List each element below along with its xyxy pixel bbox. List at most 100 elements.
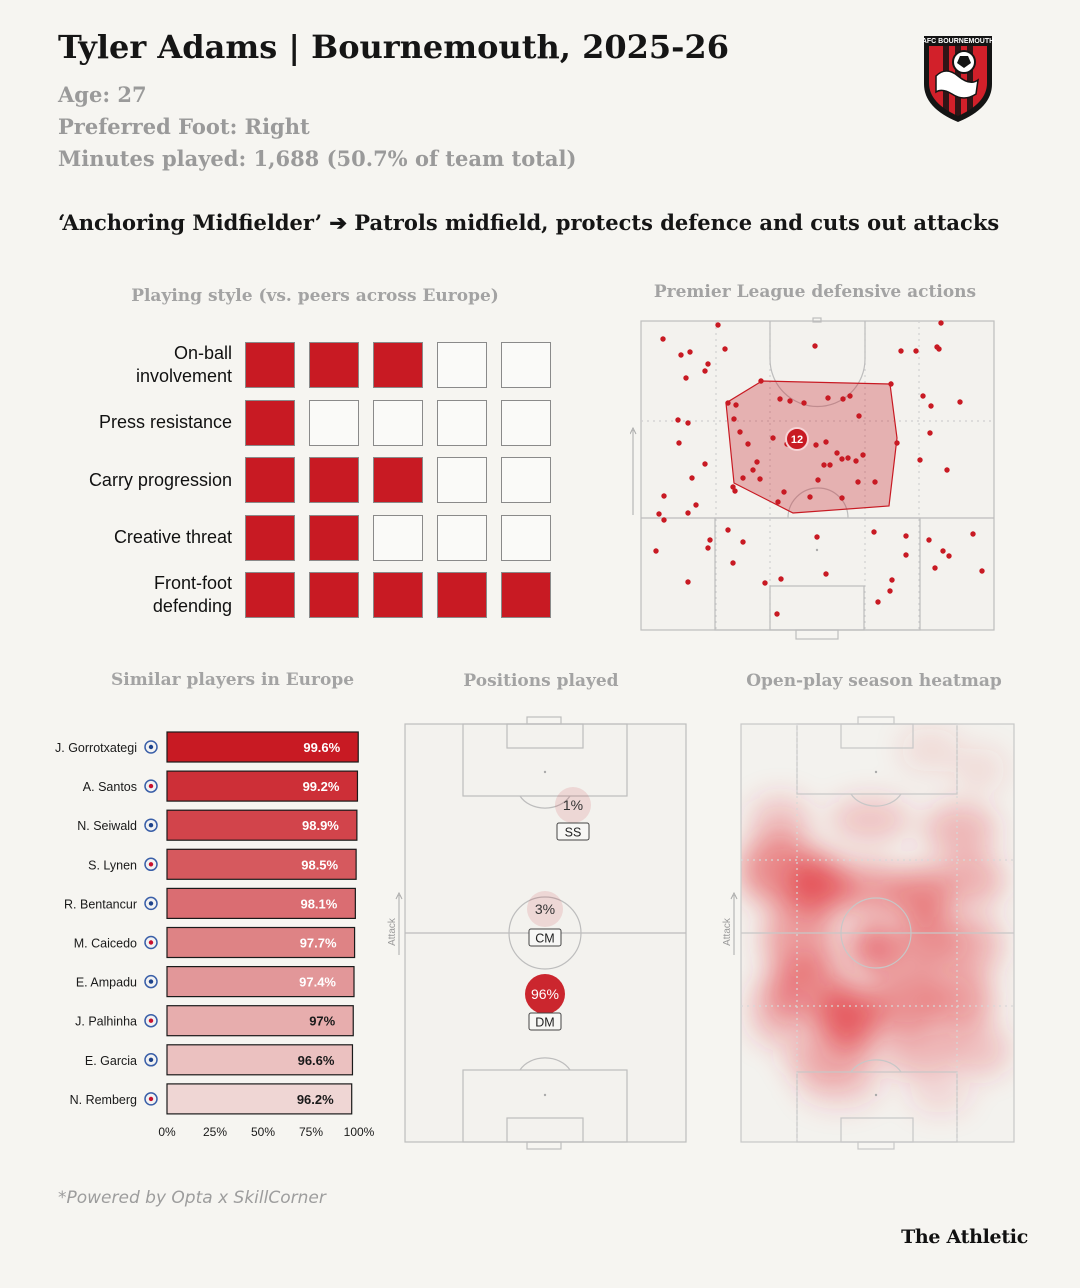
defensive-action-dot	[685, 420, 691, 426]
similar-player-bar	[166, 966, 355, 998]
similar-player-name: S. Lynen	[88, 858, 137, 872]
defensive-action-dot	[940, 548, 946, 554]
style-square-filled	[245, 514, 295, 561]
defensive-action-dot	[778, 576, 784, 582]
defensive-action-dot	[855, 479, 861, 485]
style-square-empty	[437, 514, 487, 561]
similar-player-name: E. Garcia	[85, 1054, 137, 1068]
defensive-action-dot	[823, 571, 829, 577]
position-code: DM	[535, 1016, 554, 1030]
defensive-action-dot	[737, 429, 743, 435]
heatmap-blob	[910, 1077, 970, 1113]
defensive-action-dot	[685, 510, 691, 516]
defensive-action-dot	[932, 565, 938, 571]
defensive-action-dot	[889, 577, 895, 583]
defensive-action-dot	[926, 537, 932, 543]
heatmap-blob	[830, 798, 910, 842]
defensive-action-dot	[840, 396, 846, 402]
source-note: *Powered by Opta x SkillCorner	[58, 1188, 326, 1208]
similar-player-value: 97.7%	[300, 936, 337, 951]
defensive-action-dot	[685, 579, 691, 585]
defensive-centre-label: 12	[791, 434, 803, 446]
defensive-action-dot	[731, 416, 737, 422]
similar-player-value: 96.2%	[297, 1092, 334, 1107]
heatmap-blob	[750, 796, 810, 844]
defensive-action-dot	[825, 395, 831, 401]
style-square-filled	[309, 514, 359, 561]
defensive-action-dot	[913, 348, 919, 354]
defensive-action-dot	[814, 534, 820, 540]
style-square-filled	[309, 457, 359, 503]
style-square-empty	[501, 514, 551, 561]
defensive-action-dot	[777, 396, 783, 402]
chelsea-crest-icon	[144, 779, 158, 793]
style-row-label: Press resistance	[98, 412, 232, 432]
style-square-empty	[501, 399, 551, 446]
heatmap-title: Open-play season heatmap	[746, 671, 1002, 691]
defensive-action-dot	[827, 462, 833, 468]
defensive-action-dot	[847, 393, 853, 399]
defensive-action-dot	[678, 352, 684, 358]
defensive-action-dot	[823, 439, 829, 445]
chelsea-crest-icon	[144, 935, 158, 950]
defensive-action-dot	[740, 539, 746, 545]
defensive-action-dot	[745, 441, 751, 447]
style-square-filled	[245, 572, 295, 618]
style-square-filled	[501, 572, 551, 618]
leipzig-crest-icon	[144, 818, 158, 832]
similar-player-name: J. Palhinha	[75, 1015, 137, 1029]
similar-player-value: 99.2%	[303, 779, 340, 794]
similar-player-name: M. Caicedo	[74, 937, 137, 951]
similar-player-name: E. Ampadu	[76, 976, 137, 990]
defensive-action-dot	[656, 511, 662, 517]
defensive-actions-title: Premier League defensive actions	[653, 282, 977, 302]
similar-player-bar	[166, 770, 359, 802]
heatmap-blob	[954, 748, 1006, 792]
position-share-label: 1%	[563, 797, 583, 813]
season-heatmap: Attack	[722, 716, 1015, 1150]
defensive-action-dot	[770, 435, 776, 441]
similar-player-bar	[166, 1044, 354, 1076]
defensive-action-dot	[757, 476, 763, 482]
heatmap-blob	[751, 976, 799, 1044]
similar-player-name: A. Santos	[83, 780, 137, 794]
defensive-action-dot	[894, 440, 900, 446]
style-square-empty	[437, 342, 487, 388]
similar-player-bar	[166, 887, 356, 919]
similar-player-name: N. Remberg	[70, 1093, 137, 1107]
similar-player-bar	[166, 731, 359, 763]
tottenham-crest-icon	[144, 896, 158, 911]
defensive-action-dot	[774, 611, 780, 617]
defensive-action-dot	[750, 467, 756, 473]
defensive-action-dot	[661, 493, 667, 499]
defensive-action-dot	[732, 488, 738, 494]
defensive-actions-pitch: 12	[630, 317, 995, 640]
defensive-action-dot	[801, 400, 807, 406]
defensive-action-dot	[815, 477, 821, 483]
defensive-action-dot	[758, 378, 764, 384]
style-square-empty	[437, 457, 487, 503]
positions-played-title: Positions played	[463, 671, 619, 691]
bournemouth-crest-icon: AFC BOURNEMOUTH	[922, 36, 994, 122]
similar-player-bar	[166, 1005, 354, 1037]
defensive-action-dot	[775, 499, 781, 505]
style-square-filled	[437, 572, 487, 618]
position-badge	[528, 928, 562, 947]
heatmap-blob	[924, 804, 996, 856]
similar-player-bar	[166, 926, 356, 959]
defensive-action-dot	[661, 517, 667, 523]
defensive-action-dot	[702, 368, 708, 374]
similar-player-name: R. Bentancur	[64, 897, 137, 911]
defensive-action-dot	[660, 336, 666, 342]
style-row-label: Creative threat	[113, 527, 232, 547]
defensive-action-dot	[920, 393, 926, 399]
defensive-action-dot	[875, 599, 881, 605]
defensive-action-dot	[689, 475, 695, 481]
similar-player-bar	[166, 848, 357, 880]
defensive-action-dot	[733, 402, 739, 408]
similar-players-title: Similar players in Europe	[110, 670, 355, 690]
defensive-action-dot	[898, 348, 904, 354]
defensive-action-dot	[928, 403, 934, 409]
defensive-action-dot	[781, 489, 787, 495]
heatmap-blob	[838, 864, 902, 916]
